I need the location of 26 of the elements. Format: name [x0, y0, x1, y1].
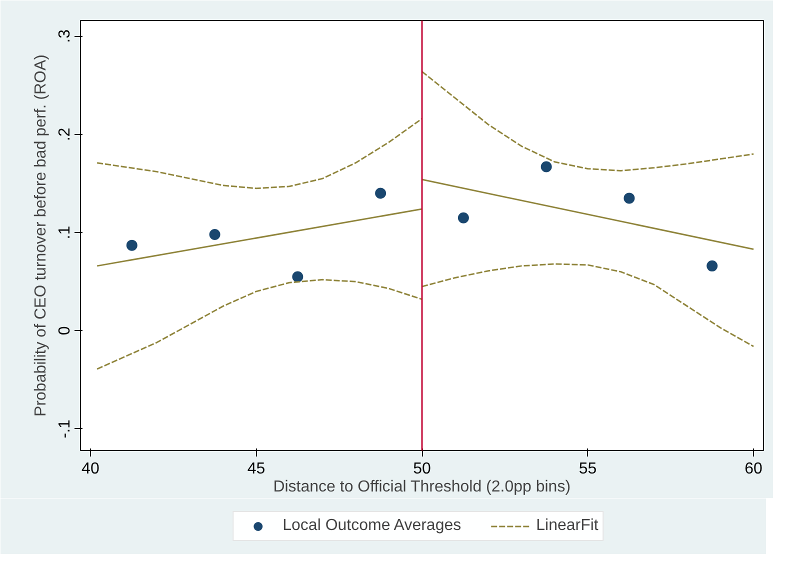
- legend-label: Local Outcome Averages: [282, 517, 462, 535]
- point: [375, 188, 386, 199]
- point: [126, 240, 138, 251]
- y-tick-label: .1: [56, 226, 74, 240]
- point: [458, 212, 469, 224]
- y-tick-label: 0: [56, 326, 74, 336]
- x-tick-label: 60: [744, 460, 763, 478]
- y-tick-label: .3: [56, 29, 74, 43]
- x-tick-label: 50: [413, 460, 431, 478]
- line-series: [96, 118, 423, 190]
- x-axis-title: Distance to Official Threshold (2.0pp bins): [273, 478, 571, 496]
- point: [706, 260, 718, 272]
- point: [292, 271, 304, 282]
- point: [540, 161, 552, 172]
- point: [624, 192, 635, 204]
- y-tick-label: .2: [56, 128, 74, 142]
- y-axis-title: Probability of CEO turnover before bad perf. (ROA): [32, 54, 50, 416]
- line-series: [96, 278, 423, 370]
- point: [209, 229, 220, 240]
- y-tick-label: -.1: [56, 419, 74, 438]
- x-tick-label: 55: [578, 460, 597, 478]
- legend-label: LinearFit: [536, 517, 598, 535]
- x-tick-label: 40: [82, 460, 100, 478]
- line-series: [421, 70, 754, 172]
- x-tick-label: 45: [247, 460, 266, 478]
- line-series: [421, 263, 754, 348]
